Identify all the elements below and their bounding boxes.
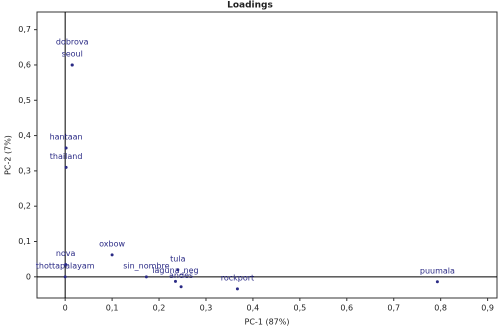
x-tick-label: 0,1 xyxy=(106,304,119,313)
y-tick-label: 0,5 xyxy=(18,96,31,105)
point-label: thailand xyxy=(50,152,83,161)
y-tick-label: 0,6 xyxy=(18,60,31,69)
x-tick-label: 0,3 xyxy=(200,304,213,313)
point-label: nova xyxy=(56,249,76,258)
point-label: thottapalayam xyxy=(36,261,95,270)
point xyxy=(235,287,239,291)
point-label: hantaan xyxy=(50,132,83,141)
point xyxy=(64,165,68,169)
point xyxy=(64,146,68,150)
point-label: seoul xyxy=(62,49,83,58)
chart-title: Loadings xyxy=(227,1,273,11)
point-label: dobrova xyxy=(56,37,89,46)
point xyxy=(144,275,148,279)
point-label: laguna_neg xyxy=(152,266,198,275)
x-tick-label: 0,5 xyxy=(293,304,306,313)
y-tick-label: 0 xyxy=(26,272,31,281)
x-tick-label: 0,4 xyxy=(247,304,260,313)
x-axis-label: PC-1 (87%) xyxy=(245,318,290,327)
point xyxy=(176,268,180,272)
x-tick-label: 0,6 xyxy=(340,304,353,313)
point xyxy=(179,285,183,289)
y-tick-label: 0,7 xyxy=(18,25,31,34)
y-tick-label: 0,3 xyxy=(18,166,31,175)
point xyxy=(63,275,67,279)
point-label: oxbow xyxy=(99,239,125,248)
point-label: rockport xyxy=(221,273,254,282)
y-axis-label: PC-2 (7%) xyxy=(4,135,13,175)
y-tick-label: 0,4 xyxy=(18,131,31,140)
x-tick-label: 0,2 xyxy=(153,304,166,313)
point-label: andes xyxy=(169,271,193,280)
point-label: tula xyxy=(170,254,185,263)
point-label: puumala xyxy=(420,266,455,275)
point xyxy=(435,280,439,284)
point xyxy=(110,253,114,257)
y-tick-label: 0,2 xyxy=(18,202,31,211)
point xyxy=(173,279,177,283)
x-tick-label: 0,9 xyxy=(481,304,494,313)
point xyxy=(70,63,74,67)
point-label: sin_nombre xyxy=(123,261,169,270)
x-tick-label: 0,8 xyxy=(434,304,447,313)
x-tick-label: 0,7 xyxy=(387,304,400,313)
plot-frame xyxy=(36,11,498,299)
point xyxy=(64,262,68,266)
x-tick-label: 0 xyxy=(63,304,68,313)
y-tick-label: 0,1 xyxy=(18,237,31,246)
